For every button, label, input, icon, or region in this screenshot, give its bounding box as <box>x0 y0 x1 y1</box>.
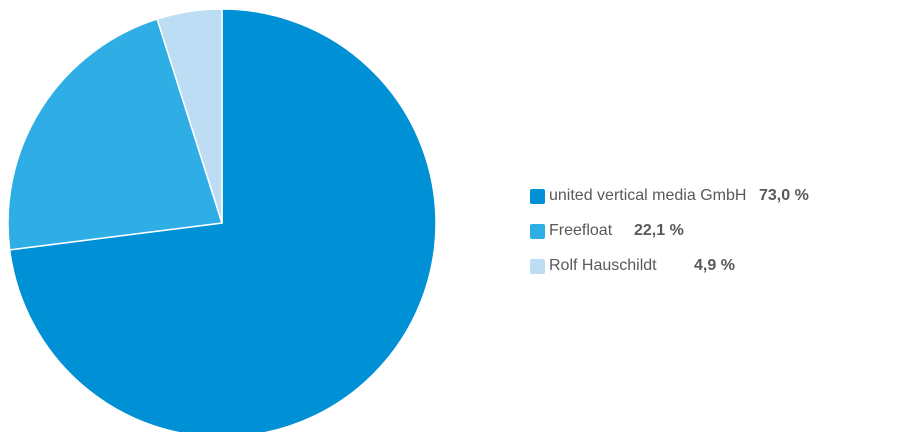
legend-label: Freefloat <box>549 222 613 239</box>
legend-label: Rolf Hauschildt <box>549 257 657 274</box>
legend-item-freefloat: Freefloat 22,1 % <box>530 221 809 241</box>
pie-slice-united-vertical-media-gmbh <box>8 8 437 432</box>
legend-swatch <box>530 223 545 239</box>
pie-slice-freefloat <box>7 18 223 251</box>
pie-slice-rolf-hauschildt <box>156 8 223 224</box>
legend-item-united-vertical-media: united vertical media GmbH 73,0 % <box>530 186 809 206</box>
legend-value: 4,9 % <box>694 257 735 274</box>
legend-swatch <box>530 188 545 204</box>
legend-item-rolf-hauschildt: Rolf Hauschildt 4,9 % <box>530 256 809 276</box>
legend-swatch <box>530 258 545 274</box>
legend-value: 73,0 % <box>759 187 809 204</box>
legend: united vertical media GmbH 73,0 % Freefl… <box>530 186 809 291</box>
legend-label: united vertical media GmbH <box>549 187 747 204</box>
legend-value: 22,1 % <box>634 222 684 239</box>
